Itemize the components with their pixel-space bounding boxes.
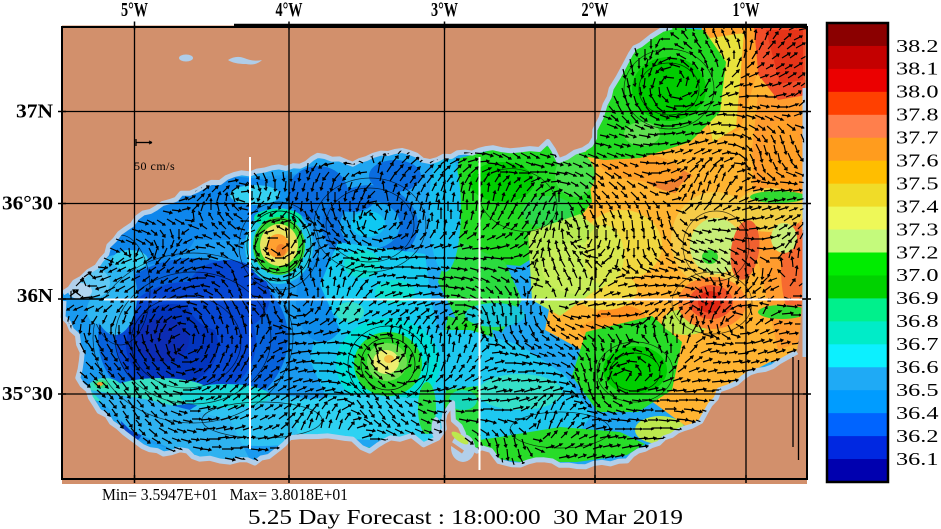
svg-text:36.8: 36.8 [896, 311, 939, 331]
svg-text:4°W: 4°W [276, 0, 303, 21]
svg-text:50 cm/s: 50 cm/s [134, 159, 175, 173]
svg-text:35°30: 35°30 [2, 383, 53, 405]
svg-text:38.0: 38.0 [896, 82, 939, 102]
svg-text:38.1: 38.1 [896, 59, 939, 79]
svg-text:38.2: 38.2 [896, 36, 939, 56]
svg-text:5.25 Day Forecast : 18:00:00: 5.25 Day Forecast : 18:00:00 30 Mar 2019 [248, 505, 683, 529]
svg-text:36.9: 36.9 [896, 288, 939, 308]
svg-text:36N: 36N [17, 285, 54, 307]
svg-text:36.4: 36.4 [896, 403, 939, 423]
svg-text:37.4: 37.4 [896, 196, 939, 216]
svg-text:36.2: 36.2 [896, 426, 939, 446]
svg-text:36.1: 36.1 [896, 449, 939, 469]
svg-text:37.7: 37.7 [896, 128, 939, 148]
svg-text:36.6: 36.6 [896, 357, 939, 377]
svg-text:2°W: 2°W [582, 0, 609, 21]
svg-text:36°30: 36°30 [2, 193, 53, 215]
svg-text:37.8: 37.8 [896, 105, 939, 125]
svg-text:37.2: 37.2 [896, 242, 939, 262]
svg-text:37.3: 37.3 [896, 219, 939, 239]
svg-text:3°W: 3°W [431, 0, 458, 21]
svg-text:Min= 3.5947E+01 Max= 3.8018E: Min= 3.5947E+01 Max= 3.8018E+01 [102, 485, 348, 504]
svg-text:5°W: 5°W [121, 0, 148, 21]
svg-text:37.0: 37.0 [896, 265, 939, 285]
svg-text:36.5: 36.5 [896, 380, 939, 400]
svg-text:37.6: 37.6 [896, 151, 939, 171]
svg-text:1°W: 1°W [733, 0, 760, 21]
svg-text:36.7: 36.7 [896, 334, 939, 354]
svg-text:37.5: 37.5 [896, 174, 939, 194]
svg-text:37N: 37N [16, 101, 54, 123]
